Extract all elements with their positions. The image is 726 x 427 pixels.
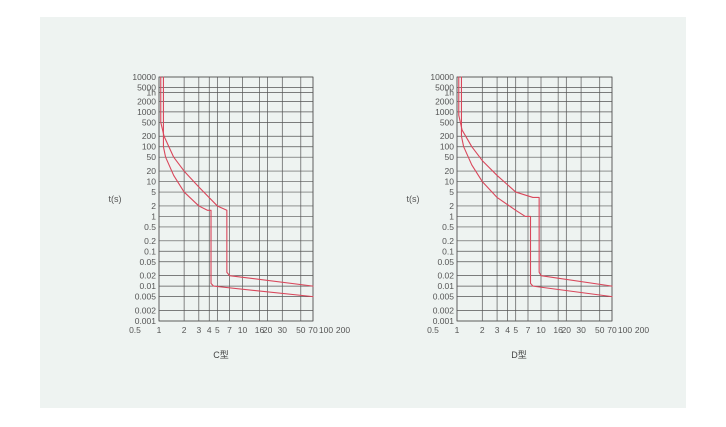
x-tick-label: 4 (207, 325, 212, 335)
chart-title: D型 (511, 350, 527, 360)
x-tick-label: 2 (182, 325, 187, 335)
y-tick-label: 20 (147, 166, 157, 176)
y-tick-label: 20 (445, 166, 455, 176)
y-tick-label: 0.005 (135, 292, 157, 302)
x-tick-label: 7 (526, 325, 531, 335)
y-tick-label: 10 (445, 177, 455, 187)
y-tick-label: 0.1 (442, 246, 454, 256)
x-tick-label: 100 (319, 325, 333, 335)
y-tick-label: 1 (449, 211, 454, 221)
y-tick-label: 200 (440, 131, 454, 141)
y-tick-label: 100 (142, 142, 156, 152)
plot-frame (456, 76, 613, 322)
y-tick-label: 0.1 (144, 246, 156, 256)
x-tick-label: 5 (215, 325, 220, 335)
y-tick-label: 0.002 (135, 306, 157, 316)
y-tick-label: 5000 (137, 82, 156, 92)
y-tick-label: 5 (151, 187, 156, 197)
y-tick-label: 1 (151, 211, 156, 221)
x-tick-label: 10 (238, 325, 248, 335)
x-tick-label: 1 (157, 325, 162, 335)
x-tick-label: 70 (607, 325, 617, 335)
y-tick-label: 500 (440, 117, 454, 127)
x-tick-label: 30 (278, 325, 288, 335)
x-tick-label: 200 (635, 325, 649, 335)
chart-title: C型 (213, 350, 229, 360)
upper-trip-curve (458, 76, 613, 287)
y-tick-label: 0.02 (139, 271, 156, 281)
y-tick-label: 0.002 (433, 306, 455, 316)
y-tick-label: 1000 (137, 107, 156, 117)
y-tick-label: 0.001 (135, 316, 157, 326)
x-tick-label: 200 (336, 325, 350, 335)
y-tick-label: 200 (142, 131, 156, 141)
x-tick-label: 0.5 (129, 325, 141, 335)
y-tick-label: 0.001 (433, 316, 455, 326)
y-tick-label: 5000 (435, 82, 454, 92)
y-tick-label: 2 (449, 201, 454, 211)
y-tick-label: 10 (147, 177, 157, 187)
y-tick-label: 0.01 (139, 281, 156, 291)
y-tick-label: 0.005 (433, 292, 455, 302)
x-tick-label: 2 (480, 325, 485, 335)
lower-trip-curve (460, 76, 613, 298)
y-tick-label: 0.02 (437, 271, 454, 281)
x-tick-label: 0.5 (427, 325, 439, 335)
y-tick-label: 0.05 (139, 257, 156, 267)
x-tick-label: 70 (308, 325, 318, 335)
y-tick-label: 10000 (430, 72, 454, 82)
y-tick-label: 5 (449, 187, 454, 197)
lower-trip-curve (162, 76, 314, 298)
y-tick-label: 0.2 (442, 236, 454, 246)
x-tick-label: 1 (455, 325, 460, 335)
y-tick-label: 1h (147, 87, 157, 97)
x-tick-label: 16 (255, 325, 265, 335)
y-axis-label: t(s) (109, 194, 122, 204)
y-tick-label: 50 (445, 152, 455, 162)
y-tick-label: 0.5 (144, 222, 156, 232)
y-tick-label: 2 (151, 201, 156, 211)
x-tick-label: 10 (536, 325, 546, 335)
x-tick-label: 50 (296, 325, 306, 335)
x-tick-label: 100 (618, 325, 632, 335)
y-tick-label: 100 (440, 142, 454, 152)
y-tick-label: 1000 (435, 107, 454, 117)
x-tick-label: 20 (263, 325, 273, 335)
x-tick-label: 3 (196, 325, 201, 335)
y-tick-label: 10000 (132, 72, 156, 82)
y-tick-label: 2000 (435, 96, 454, 106)
x-tick-label: 4 (505, 325, 510, 335)
y-tick-label: 0.01 (437, 281, 454, 291)
y-axis-label: t(s) (407, 194, 420, 204)
y-tick-label: 50 (147, 152, 157, 162)
x-tick-label: 5 (513, 325, 518, 335)
y-tick-label: 2000 (137, 96, 156, 106)
x-tick-label: 3 (495, 325, 500, 335)
x-tick-label: 20 (562, 325, 572, 335)
y-tick-label: 0.2 (144, 236, 156, 246)
y-tick-label: 1h (445, 87, 455, 97)
x-tick-label: 16 (553, 325, 563, 335)
y-tick-label: 500 (142, 117, 156, 127)
y-tick-label: 0.5 (442, 222, 454, 232)
x-tick-label: 30 (576, 325, 586, 335)
plot-frame (158, 76, 314, 322)
x-tick-label: 7 (227, 325, 232, 335)
y-tick-label: 0.05 (437, 257, 454, 267)
chart-panel: 0.5 1 2 3 4 5 7 10 16 20 30 50 70 100 200 10000 5000 1h 20… (40, 17, 686, 408)
upper-trip-curve (160, 76, 314, 287)
x-tick-label: 50 (595, 325, 605, 335)
